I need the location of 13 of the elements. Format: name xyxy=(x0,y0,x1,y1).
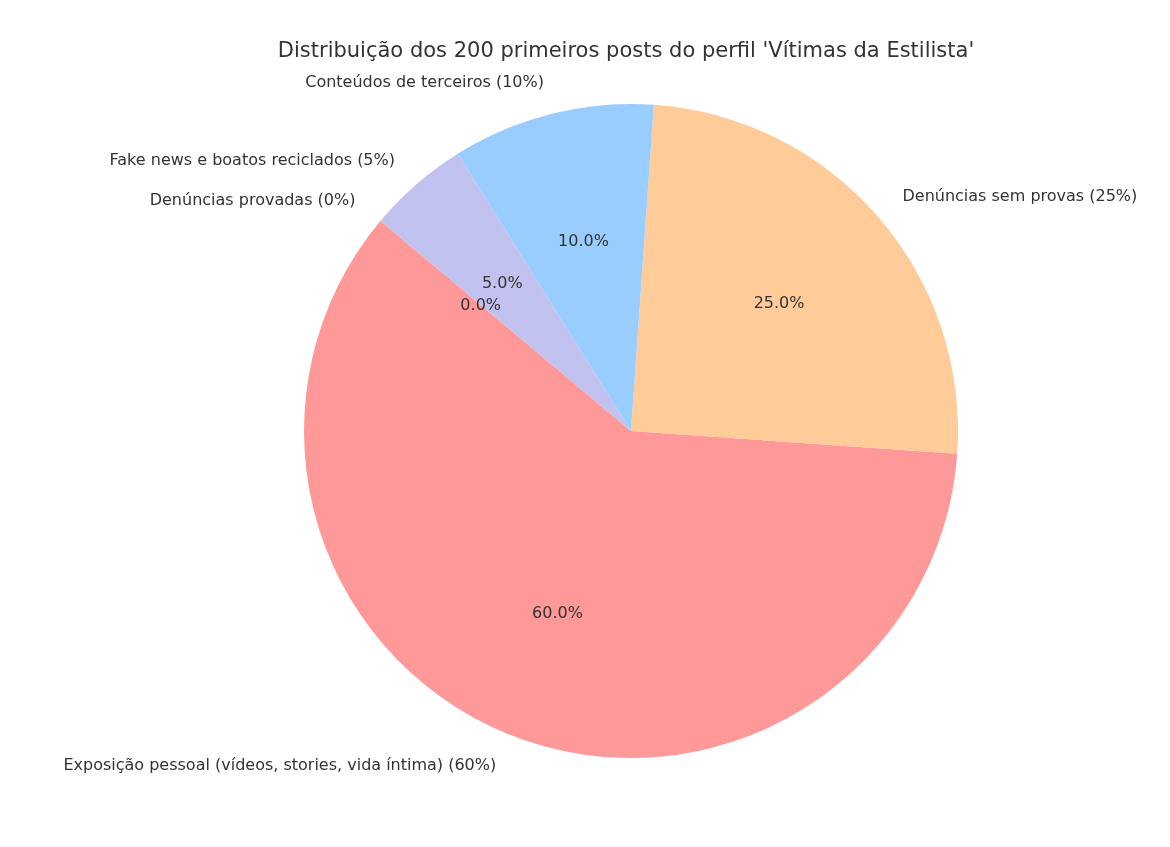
chart-title: Distribuição dos 200 primeiros posts do perfil 'Vítimas da Estilista' xyxy=(276,38,976,62)
category-label: Denúncias provadas (0%) xyxy=(149,190,356,210)
data-label: 60.0% xyxy=(532,603,583,623)
data-label: 5.0% xyxy=(481,273,523,293)
slice-label: Conteúdos de terceiros (10%) xyxy=(305,72,544,92)
slice-label: Exposição pessoal (vídeos, stories, vida íntima) (60%) xyxy=(63,755,497,775)
data-label: 25.0% xyxy=(753,292,805,312)
slice-label: Fake news e boatos reciclados (5%) xyxy=(109,150,396,170)
data-label: 10.0% xyxy=(558,231,609,251)
pie-slice xyxy=(304,220,958,758)
text: 0.0% xyxy=(460,295,502,315)
slice-label: Denúncias sem provas (25%) xyxy=(902,185,1138,205)
pie-slice xyxy=(457,104,654,431)
